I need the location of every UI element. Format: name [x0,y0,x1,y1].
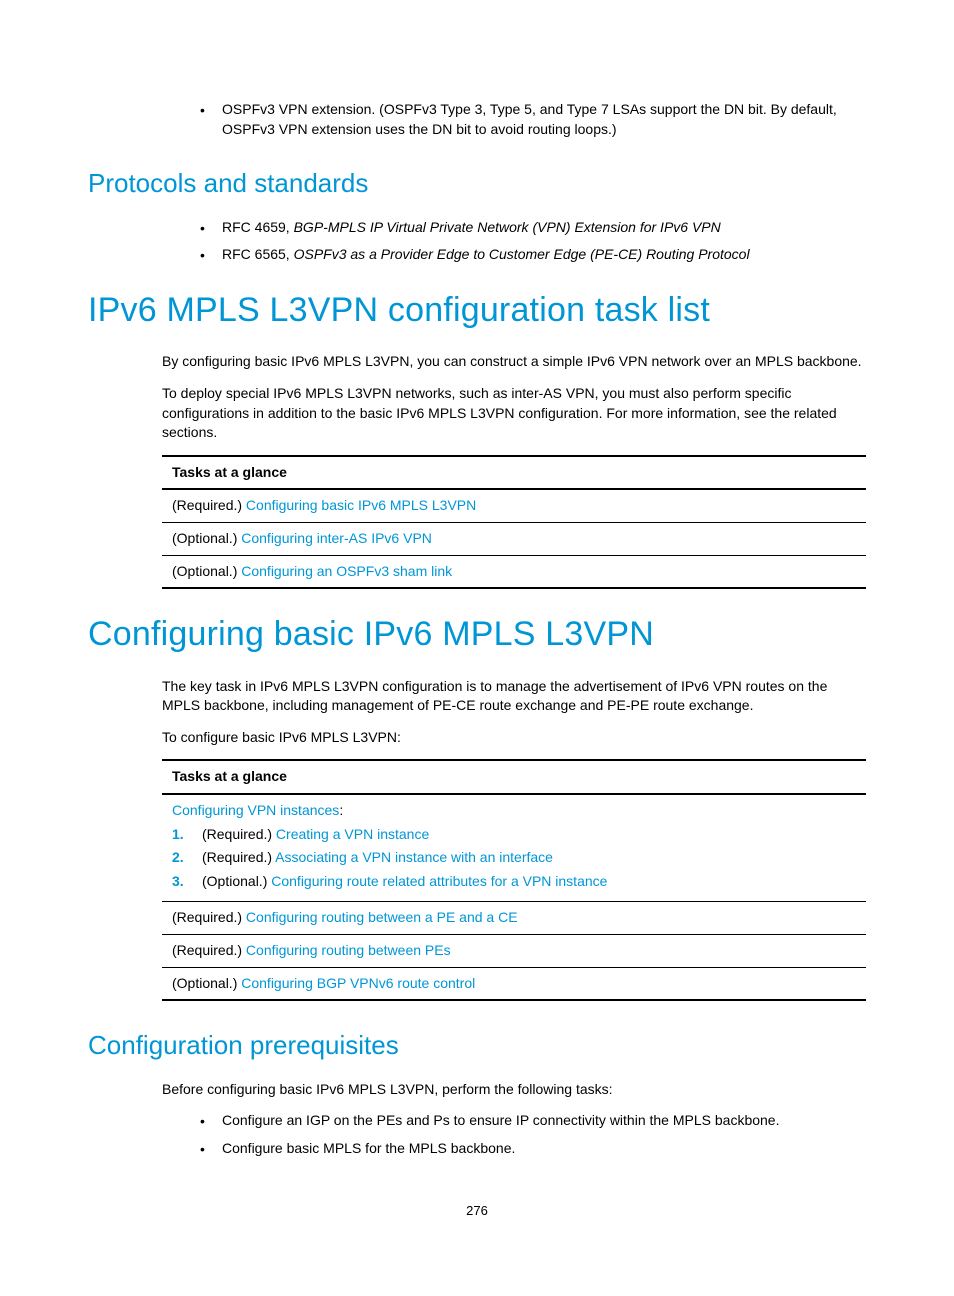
task-link[interactable]: Configuring route related attributes for… [271,873,607,889]
table-row: (Required.) Configuring routing between … [162,902,866,935]
task-link[interactable]: Configuring basic IPv6 MPLS L3VPN [246,497,476,513]
list-number: 3. [172,872,184,892]
table-row: Configuring VPN instances: 1. (Required.… [162,794,866,902]
task-link[interactable]: Configuring BGP VPNv6 route control [241,975,475,991]
task-link[interactable]: Creating a VPN instance [276,826,429,842]
rfc-prefix: RFC 6565, [222,246,294,262]
heading-task-list: IPv6 MPLS L3VPN configuration task list [88,287,866,335]
tasks-table-2: Tasks at a glance Configuring VPN instan… [162,759,866,1001]
task-prefix: (Required.) [202,826,276,842]
list-item: RFC 4659, BGP-MPLS IP Virtual Private Ne… [200,218,866,238]
paragraph: By configuring basic IPv6 MPLS L3VPN, yo… [162,352,866,372]
task-prefix: (Required.) [172,942,246,958]
heading-prerequisites: Configuration prerequisites [88,1027,866,1063]
table-row: (Required.) Configuring basic IPv6 MPLS … [162,489,866,522]
protocols-list: RFC 4659, BGP-MPLS IP Virtual Private Ne… [162,218,866,265]
task-link[interactable]: Configuring an OSPFv3 sham link [241,563,452,579]
list-item: Configure an IGP on the PEs and Ps to en… [200,1111,866,1131]
page-number: 276 [88,1202,866,1220]
task-prefix: (Optional.) [172,975,241,991]
task-link[interactable]: Configuring routing between a PE and a C… [246,909,518,925]
paragraph: To configure basic IPv6 MPLS L3VPN: [162,728,866,748]
table-header: Tasks at a glance [162,760,866,794]
task-prefix: (Required.) [172,497,246,513]
table-row: (Required.) Configuring routing between … [162,935,866,968]
intro-bullet-list: OSPFv3 VPN extension. (OSPFv3 Type 3, Ty… [162,100,866,139]
rfc-title: BGP-MPLS IP Virtual Private Network (VPN… [294,219,721,235]
paragraph: Before configuring basic IPv6 MPLS L3VPN… [162,1080,866,1100]
list-item: OSPFv3 VPN extension. (OSPFv3 Type 3, Ty… [200,100,866,139]
task-suffix: : [339,802,343,818]
list-item: 2. (Required.) Associating a VPN instanc… [172,848,856,868]
table-row: (Optional.) Configuring inter-AS IPv6 VP… [162,522,866,555]
table-row: (Optional.) Configuring an OSPFv3 sham l… [162,555,866,588]
task-link[interactable]: Configuring routing between PEs [246,942,451,958]
rfc-title: OSPFv3 as a Provider Edge to Customer Ed… [294,246,750,262]
table-header: Tasks at a glance [162,456,866,490]
list-item: Configure basic MPLS for the MPLS backbo… [200,1139,866,1159]
task-prefix: (Optional.) [202,873,271,889]
task-prefix: (Optional.) [172,530,241,546]
table-row: (Optional.) Configuring BGP VPNv6 route … [162,967,866,1000]
list-item: 3. (Optional.) Configuring route related… [172,872,856,892]
task-link[interactable]: Associating a VPN instance with an inter… [275,849,553,865]
task-link[interactable]: Configuring inter-AS IPv6 VPN [241,530,432,546]
list-item: 1. (Required.) Creating a VPN instance [172,825,856,845]
heading-protocols-standards: Protocols and standards [88,165,866,201]
task-prefix: (Required.) [202,849,275,865]
paragraph: The key task in IPv6 MPLS L3VPN configur… [162,677,866,716]
rfc-prefix: RFC 4659, [222,219,294,235]
heading-configuring-basic: Configuring basic IPv6 MPLS L3VPN [88,611,866,659]
list-number: 1. [172,825,184,845]
prereq-bullet-list: Configure an IGP on the PEs and Ps to en… [162,1111,866,1158]
list-number: 2. [172,848,184,868]
list-item: RFC 6565, OSPFv3 as a Provider Edge to C… [200,245,866,265]
task-link[interactable]: Configuring VPN instances [172,802,339,818]
task-prefix: (Required.) [172,909,246,925]
paragraph: To deploy special IPv6 MPLS L3VPN networ… [162,384,866,443]
task-prefix: (Optional.) [172,563,241,579]
numbered-list: 1. (Required.) Creating a VPN instance 2… [172,825,856,892]
tasks-table-1: Tasks at a glance (Required.) Configurin… [162,455,866,589]
